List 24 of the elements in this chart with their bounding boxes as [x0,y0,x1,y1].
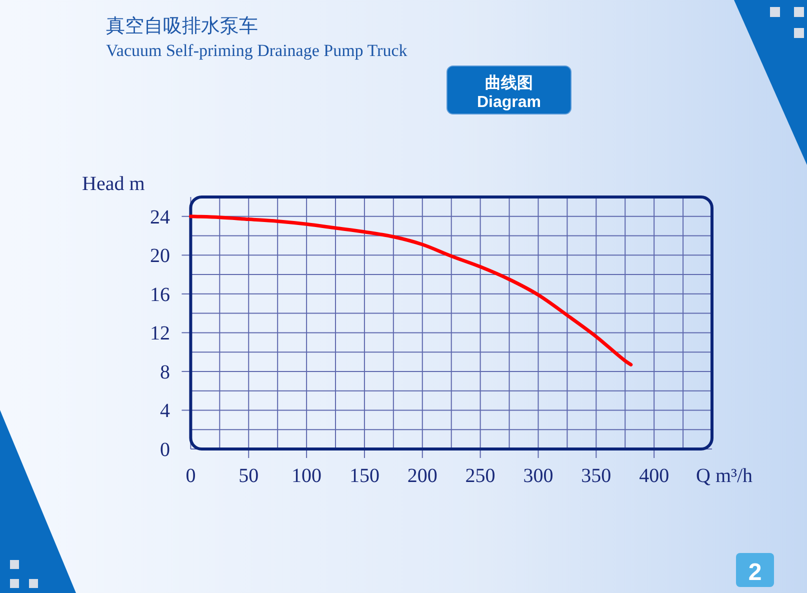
x-tick-label: 300 [523,465,554,487]
y-tick-label: 0 [160,439,170,461]
text: 2 [748,559,762,586]
x-tick-label: 0 [186,465,196,487]
chart-subtitle: Vacuum Self-priming Drainage Pump Truck [106,41,408,60]
y-tick-label: 16 [150,284,170,306]
y-tick-label: 20 [150,245,170,268]
y-tick-label: 8 [160,361,170,384]
x-axis-title: Q m³/h [696,465,753,487]
x-tick-label: 200 [407,465,438,487]
text: 曲线图 [485,74,533,92]
y-tick-label: 4 [160,400,170,422]
y-tick-label: 12 [150,322,170,345]
y-tick-label: 24 [150,206,170,228]
y-axis-title: Head m [82,173,146,195]
x-tick-label: 150 [349,465,380,487]
x-tick-label: 400 [639,465,670,487]
x-tick-label: 100 [292,465,322,487]
x-tick-label: 50 [238,465,259,487]
line-series [188,214,633,366]
x-tick-label: 250 [465,465,496,487]
x-tick-label: 350 [581,465,612,487]
text: Diagram [476,94,542,111]
chart-title: 真空自吸排水泵车 [106,15,258,37]
